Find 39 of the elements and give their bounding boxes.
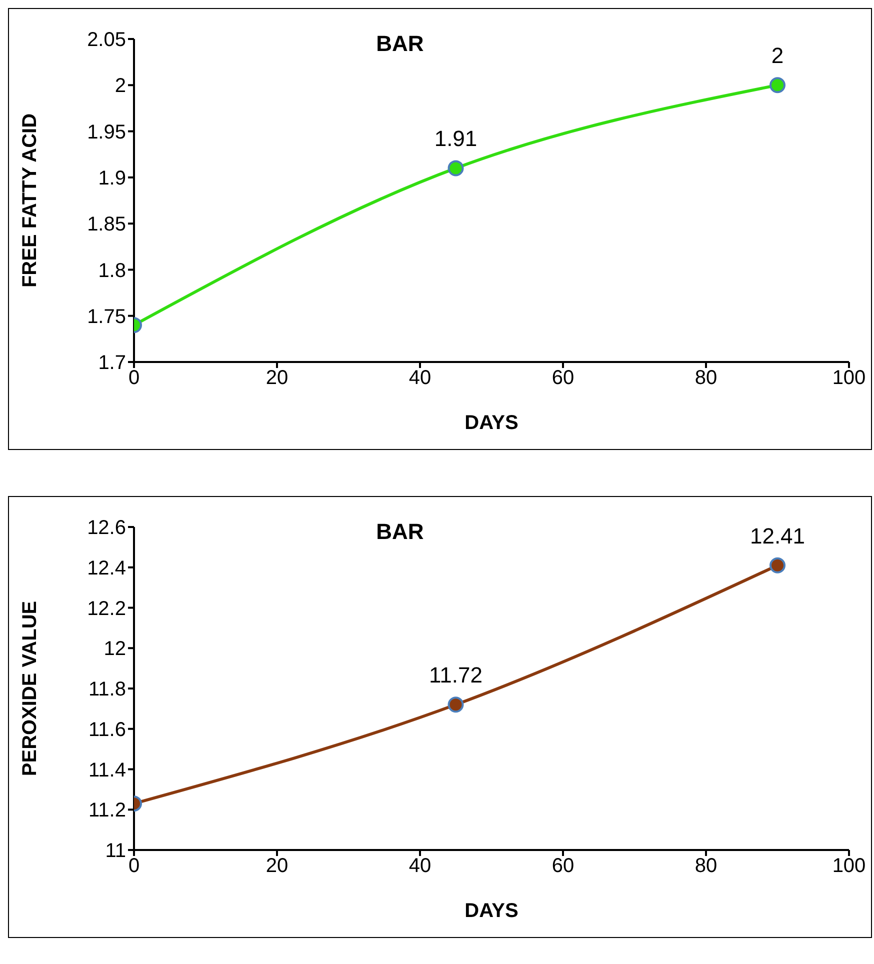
y-tick-label: 11 xyxy=(105,840,126,862)
x-tick-label: 80 xyxy=(694,855,718,878)
x-tick-label: 20 xyxy=(266,855,288,878)
y-tick-label: 1.85 xyxy=(87,214,126,236)
data-label: 2 xyxy=(771,43,784,68)
x-tick-label: 40 xyxy=(408,367,432,390)
y-tick-label: 2.05 xyxy=(87,29,126,52)
y-tick-label: 12.6 xyxy=(87,517,126,540)
x-tick-label: 100 xyxy=(832,367,866,390)
x-axis-title: DAYS xyxy=(464,900,518,922)
y-tick-label: 11.8 xyxy=(88,678,126,701)
x-tick-label: 40 xyxy=(408,855,432,878)
y-tick-label: 12 xyxy=(104,638,126,660)
y-tick-label: 11.4 xyxy=(88,759,126,782)
data-label: 12.41 xyxy=(750,523,806,548)
x-tick-label: 0 xyxy=(128,367,140,390)
y-tick-label: 1.7 xyxy=(98,352,126,374)
y-tick-label: 11.6 xyxy=(88,718,126,741)
x-tick-label: 0 xyxy=(128,855,140,878)
y-tick-label: 12.2 xyxy=(87,598,126,620)
x-tick-label: 80 xyxy=(694,367,718,390)
chart-title: BAR xyxy=(376,519,424,544)
y-axis-title: PEROXIDE VALUE xyxy=(19,600,42,776)
data-label: 11.72 xyxy=(429,662,482,688)
data-label: 1.91 xyxy=(434,126,478,152)
x-tick-label: 20 xyxy=(266,367,288,390)
y-tick-label: 1.75 xyxy=(87,306,126,328)
chart-title: BAR xyxy=(376,31,424,56)
y-tick-label: 1.8 xyxy=(98,260,126,282)
y-axis-title: FREE FATTY ACID xyxy=(19,113,42,288)
x-tick-label: 60 xyxy=(552,367,574,390)
y-tick-label: 1.9 xyxy=(98,168,126,190)
x-tick-label: 100 xyxy=(832,855,866,878)
y-tick-label: 2 xyxy=(114,75,126,98)
x-axis-title: DAYS xyxy=(464,412,518,434)
y-tick-label: 1.95 xyxy=(87,121,126,144)
y-tick-label: 11.2 xyxy=(88,800,126,822)
x-tick-label: 60 xyxy=(552,855,574,878)
y-tick-label: 12.4 xyxy=(87,557,126,580)
